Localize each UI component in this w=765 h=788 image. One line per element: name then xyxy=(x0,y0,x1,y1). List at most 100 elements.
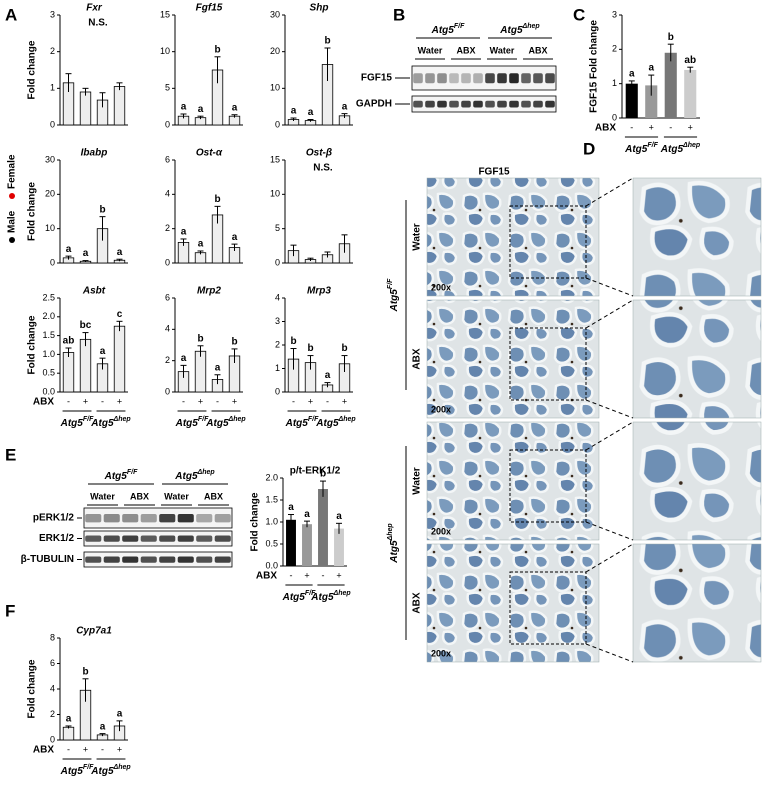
superscript: F/F xyxy=(83,764,94,771)
annotation: c xyxy=(117,309,123,320)
annotation: a xyxy=(325,370,331,381)
annotation: a xyxy=(629,69,635,80)
abx-sign: + xyxy=(308,396,313,406)
blot-band xyxy=(177,535,194,542)
blot-band xyxy=(159,556,176,563)
superscript: Δhep xyxy=(333,590,352,597)
y-tick-label: 4 xyxy=(50,683,55,693)
genotype-label: Atg5F/F xyxy=(282,590,316,603)
annotation: a xyxy=(342,101,348,112)
chart-title: Mrp2 xyxy=(197,286,221,297)
superscript: Δhep xyxy=(682,142,701,149)
annotation: a xyxy=(181,102,187,113)
blot-band xyxy=(533,100,543,108)
blot-band xyxy=(449,73,459,84)
y-tick-label: 4 xyxy=(165,324,170,334)
annotation: b xyxy=(668,32,674,43)
y-tick-label: 1.0 xyxy=(265,516,278,526)
abx-label: ABX xyxy=(33,397,54,408)
lane-label: ABX xyxy=(528,45,547,55)
y-tick-label: 1.0 xyxy=(42,349,55,359)
zoom-guide xyxy=(585,177,634,207)
panel-label: A xyxy=(5,5,17,24)
y-tick-label: 6 xyxy=(50,658,55,668)
annotation: b xyxy=(214,194,220,205)
abx-sign: + xyxy=(649,122,654,132)
genotype-label: Atg5Δhep xyxy=(90,416,131,429)
panel-label: F xyxy=(5,601,15,620)
blot-band xyxy=(140,514,157,523)
abx-sign: + xyxy=(83,396,88,406)
y-tick-label: 6 xyxy=(165,292,170,302)
gene: Atg5 xyxy=(282,592,306,603)
zoom-guide xyxy=(585,399,634,419)
abx-sign: - xyxy=(101,744,104,754)
legend-swatch xyxy=(9,193,15,199)
blot-row-label: GAPDH xyxy=(356,99,392,110)
bar xyxy=(286,519,296,566)
panel-label: E xyxy=(5,445,16,464)
genotype-label: Atg5F/F xyxy=(387,278,400,312)
histology-image xyxy=(426,543,600,663)
zoom-guide xyxy=(585,643,634,663)
y-tick-label: 0 xyxy=(50,119,55,129)
annotation: a xyxy=(232,232,238,243)
legend-swatch xyxy=(9,237,15,243)
abx-label: ABX xyxy=(33,745,54,756)
y-tick-label: 10 xyxy=(45,223,55,233)
y-tick-label: 0 xyxy=(275,257,280,267)
lane-label: ABX xyxy=(130,491,149,501)
y-tick-label: 2 xyxy=(612,44,617,54)
chart-title: Ibabp xyxy=(81,148,108,159)
row-label: ABX xyxy=(412,348,423,369)
blot-band xyxy=(196,556,213,563)
zoom-guide xyxy=(585,277,634,297)
annotation: b xyxy=(320,469,326,480)
abx-sign: - xyxy=(326,396,329,406)
gene: Atg5 xyxy=(175,418,199,429)
bar xyxy=(684,69,697,118)
histology-image xyxy=(426,421,600,541)
blot-band xyxy=(177,556,194,563)
genotype-label: Atg5Δhep xyxy=(387,523,400,564)
y-tick-label: 1 xyxy=(275,363,280,373)
y-tick-label: 1.5 xyxy=(265,494,278,504)
blot-band xyxy=(485,100,495,108)
annotation: a xyxy=(100,346,106,357)
abx-label: ABX xyxy=(595,123,616,134)
annotation: a xyxy=(232,102,238,113)
zoom-guide xyxy=(585,299,634,329)
y-tick-label: 0 xyxy=(50,257,55,267)
magnification: 200x xyxy=(431,282,451,292)
blot-band xyxy=(159,514,176,523)
genotype-label: Atg5F/F xyxy=(60,764,94,777)
genotype-label: Atg5Δhep xyxy=(205,416,246,429)
blot-band xyxy=(485,73,495,84)
y-tick-label: 0 xyxy=(275,386,280,396)
y-tick-label: 0.5 xyxy=(265,538,278,548)
bar xyxy=(334,528,344,566)
abx-sign: - xyxy=(322,570,325,580)
blot-frame xyxy=(83,530,233,547)
legend-label: Male xyxy=(7,210,18,233)
superscript: Δhep xyxy=(113,764,132,771)
lane-label: ABX xyxy=(456,45,475,55)
y-tick-label: 1 xyxy=(50,83,55,93)
gene: Atg5 xyxy=(315,418,339,429)
y-axis-label: FGF15 Fold change xyxy=(589,20,600,113)
abx-sign: + xyxy=(304,570,309,580)
row-label: Water xyxy=(412,223,423,251)
legend-label: Female xyxy=(7,154,18,189)
blot-band xyxy=(425,73,435,84)
annotation: b xyxy=(341,343,347,354)
abx-sign: + xyxy=(117,396,122,406)
bar xyxy=(62,352,75,393)
annotation: a xyxy=(198,239,204,250)
blot-band xyxy=(473,73,483,84)
annotation: b xyxy=(214,44,220,55)
y-tick-label: 1 xyxy=(612,78,617,88)
y-tick-label: 10 xyxy=(270,83,280,93)
chart-title: Fxr xyxy=(86,3,103,14)
abx-sign: - xyxy=(216,396,219,406)
y-axis-label: Fold change xyxy=(27,40,38,99)
